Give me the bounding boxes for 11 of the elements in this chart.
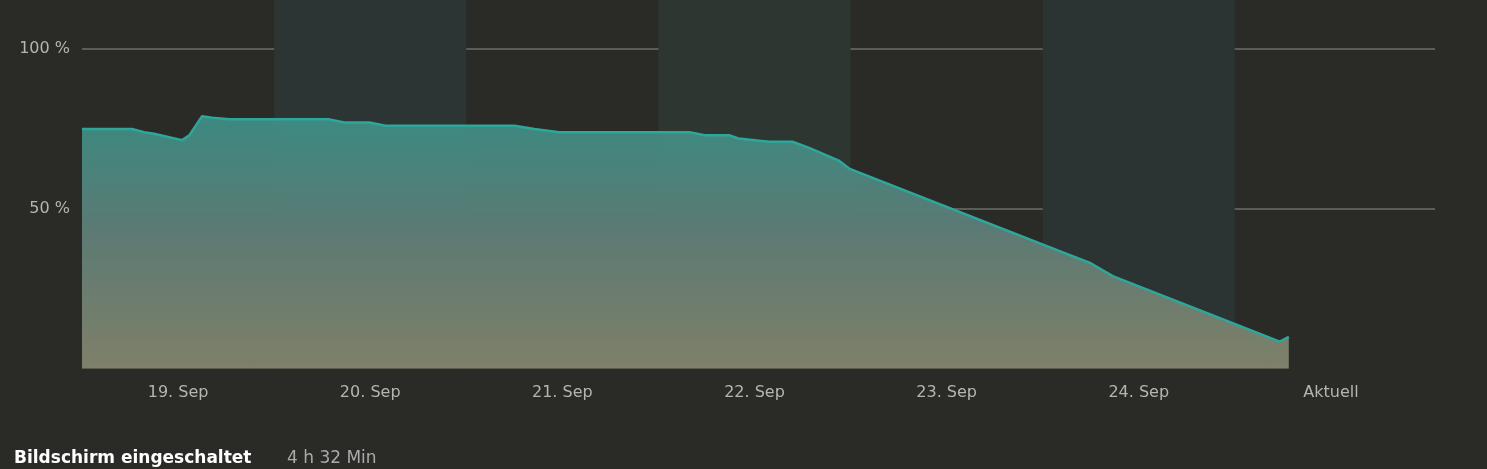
x-tick-label: 21. Sep (532, 381, 593, 401)
x-tick-label: 20. Sep (339, 381, 401, 401)
y-tick-label: 50 % (29, 198, 70, 218)
text: Bildschirm eingeschaltet (14, 447, 253, 467)
x-tick-label: Aktuell (1303, 381, 1359, 401)
x-tick-label: 23. Sep (916, 381, 977, 401)
x-tick-label: 22. Sep (724, 381, 785, 401)
x-tick-label: 24. Sep (1108, 381, 1170, 401)
y-tick-label: 100 % (19, 38, 70, 58)
text: 4 h 32 Min (287, 447, 377, 467)
x-tick-label: 19. Sep (147, 381, 209, 401)
